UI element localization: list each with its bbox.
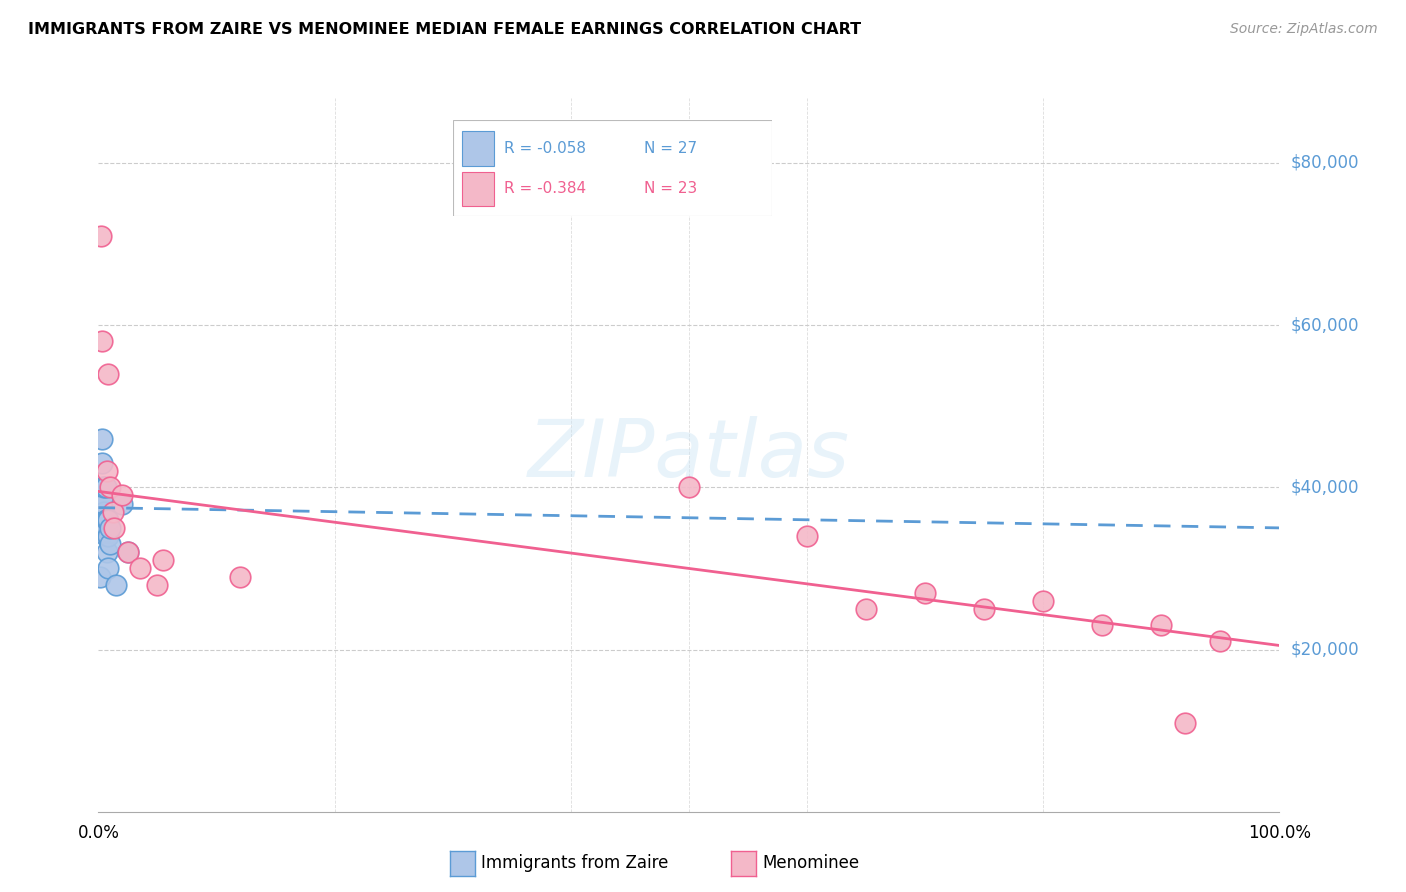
Point xyxy=(1174,715,1197,730)
Point xyxy=(97,529,120,543)
Point xyxy=(89,569,111,583)
Point xyxy=(91,488,114,502)
Point xyxy=(97,367,120,381)
Point xyxy=(111,488,134,502)
Point xyxy=(98,537,121,551)
Point xyxy=(93,513,115,527)
Point xyxy=(91,505,114,519)
Point xyxy=(101,505,124,519)
Point xyxy=(96,464,118,478)
Point xyxy=(98,521,121,535)
Point xyxy=(855,602,877,616)
Point xyxy=(96,545,118,559)
Point xyxy=(91,334,114,349)
Point xyxy=(94,480,117,494)
Point xyxy=(90,229,112,244)
Point xyxy=(90,513,112,527)
Point xyxy=(94,513,117,527)
Point xyxy=(97,561,120,575)
Point xyxy=(678,480,700,494)
Point xyxy=(1032,594,1054,608)
Text: $40,000: $40,000 xyxy=(1291,478,1360,496)
Point xyxy=(1091,618,1114,632)
Point xyxy=(152,553,174,567)
Point xyxy=(117,545,139,559)
Text: ZIPatlas: ZIPatlas xyxy=(527,416,851,494)
Point xyxy=(98,480,121,494)
Point xyxy=(91,456,114,470)
Point xyxy=(93,480,115,494)
Point xyxy=(1150,618,1173,632)
Point xyxy=(93,505,115,519)
Point xyxy=(914,586,936,600)
Point xyxy=(117,545,139,559)
Text: $20,000: $20,000 xyxy=(1291,640,1360,658)
Point xyxy=(94,529,117,543)
Point xyxy=(94,521,117,535)
Point xyxy=(146,577,169,591)
Point xyxy=(91,432,114,446)
Text: Menominee: Menominee xyxy=(762,855,859,872)
Point xyxy=(1209,634,1232,648)
Point xyxy=(96,521,118,535)
Point xyxy=(91,480,114,494)
Text: $80,000: $80,000 xyxy=(1291,154,1360,172)
Text: $60,000: $60,000 xyxy=(1291,316,1360,334)
Point xyxy=(103,521,125,535)
Point xyxy=(97,513,120,527)
Point xyxy=(93,497,115,511)
Point xyxy=(96,513,118,527)
Text: Immigrants from Zaire: Immigrants from Zaire xyxy=(481,855,668,872)
Point xyxy=(111,497,134,511)
Point xyxy=(796,529,818,543)
Point xyxy=(93,521,115,535)
Point xyxy=(973,602,995,616)
Point xyxy=(229,569,252,583)
Point xyxy=(128,561,150,575)
Text: IMMIGRANTS FROM ZAIRE VS MENOMINEE MEDIAN FEMALE EARNINGS CORRELATION CHART: IMMIGRANTS FROM ZAIRE VS MENOMINEE MEDIA… xyxy=(28,22,862,37)
Point xyxy=(105,577,128,591)
Text: Source: ZipAtlas.com: Source: ZipAtlas.com xyxy=(1230,22,1378,37)
